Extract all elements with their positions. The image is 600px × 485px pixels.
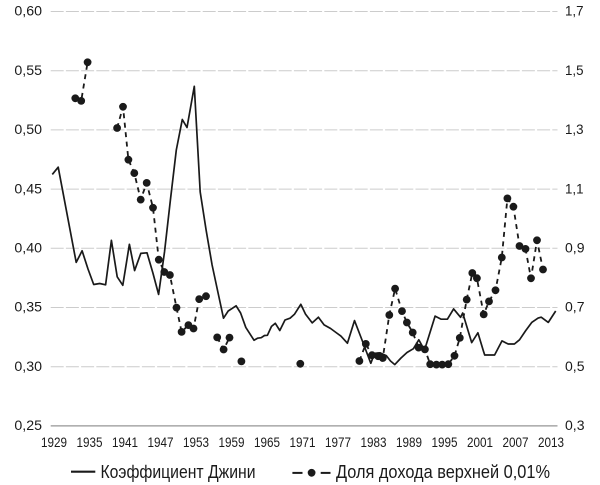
svg-text:1,5: 1,5: [565, 63, 584, 79]
svg-text:2001: 2001: [467, 434, 493, 450]
svg-text:0,35: 0,35: [14, 300, 42, 316]
svg-text:0,60: 0,60: [14, 4, 42, 20]
svg-text:0,30: 0,30: [14, 359, 42, 375]
svg-text:1,7: 1,7: [565, 4, 584, 20]
svg-text:1953: 1953: [183, 434, 209, 450]
svg-text:1935: 1935: [77, 434, 103, 450]
svg-text:2013: 2013: [538, 434, 564, 450]
svg-text:0,3: 0,3: [565, 418, 585, 434]
svg-text:1989: 1989: [396, 434, 422, 450]
svg-text:0,25: 0,25: [14, 418, 42, 434]
svg-text:0,55: 0,55: [14, 63, 42, 79]
svg-text:0,45: 0,45: [14, 181, 42, 197]
svg-text:0,50: 0,50: [14, 122, 42, 138]
svg-text:1977: 1977: [325, 434, 351, 450]
svg-text:1983: 1983: [361, 434, 387, 450]
svg-text:1,1: 1,1: [565, 181, 584, 197]
svg-text:Коэффициент Джини: Коэффициент Джини: [101, 462, 256, 482]
svg-text:1971: 1971: [290, 434, 316, 450]
svg-text:1995: 1995: [432, 434, 458, 450]
svg-text:1965: 1965: [254, 434, 280, 450]
svg-text:1941: 1941: [112, 434, 138, 450]
svg-text:Доля дохода верхней 0,01%: Доля дохода верхней 0,01%: [336, 462, 550, 482]
svg-text:1,3: 1,3: [565, 122, 584, 138]
svg-text:2007: 2007: [503, 434, 529, 450]
svg-text:0,9: 0,9: [565, 241, 585, 257]
svg-text:0,7: 0,7: [565, 300, 585, 316]
svg-text:0,40: 0,40: [14, 241, 42, 257]
svg-text:1959: 1959: [219, 434, 245, 450]
svg-text:0,5: 0,5: [565, 359, 585, 375]
svg-text:1929: 1929: [41, 434, 67, 450]
svg-text:1947: 1947: [148, 434, 174, 450]
